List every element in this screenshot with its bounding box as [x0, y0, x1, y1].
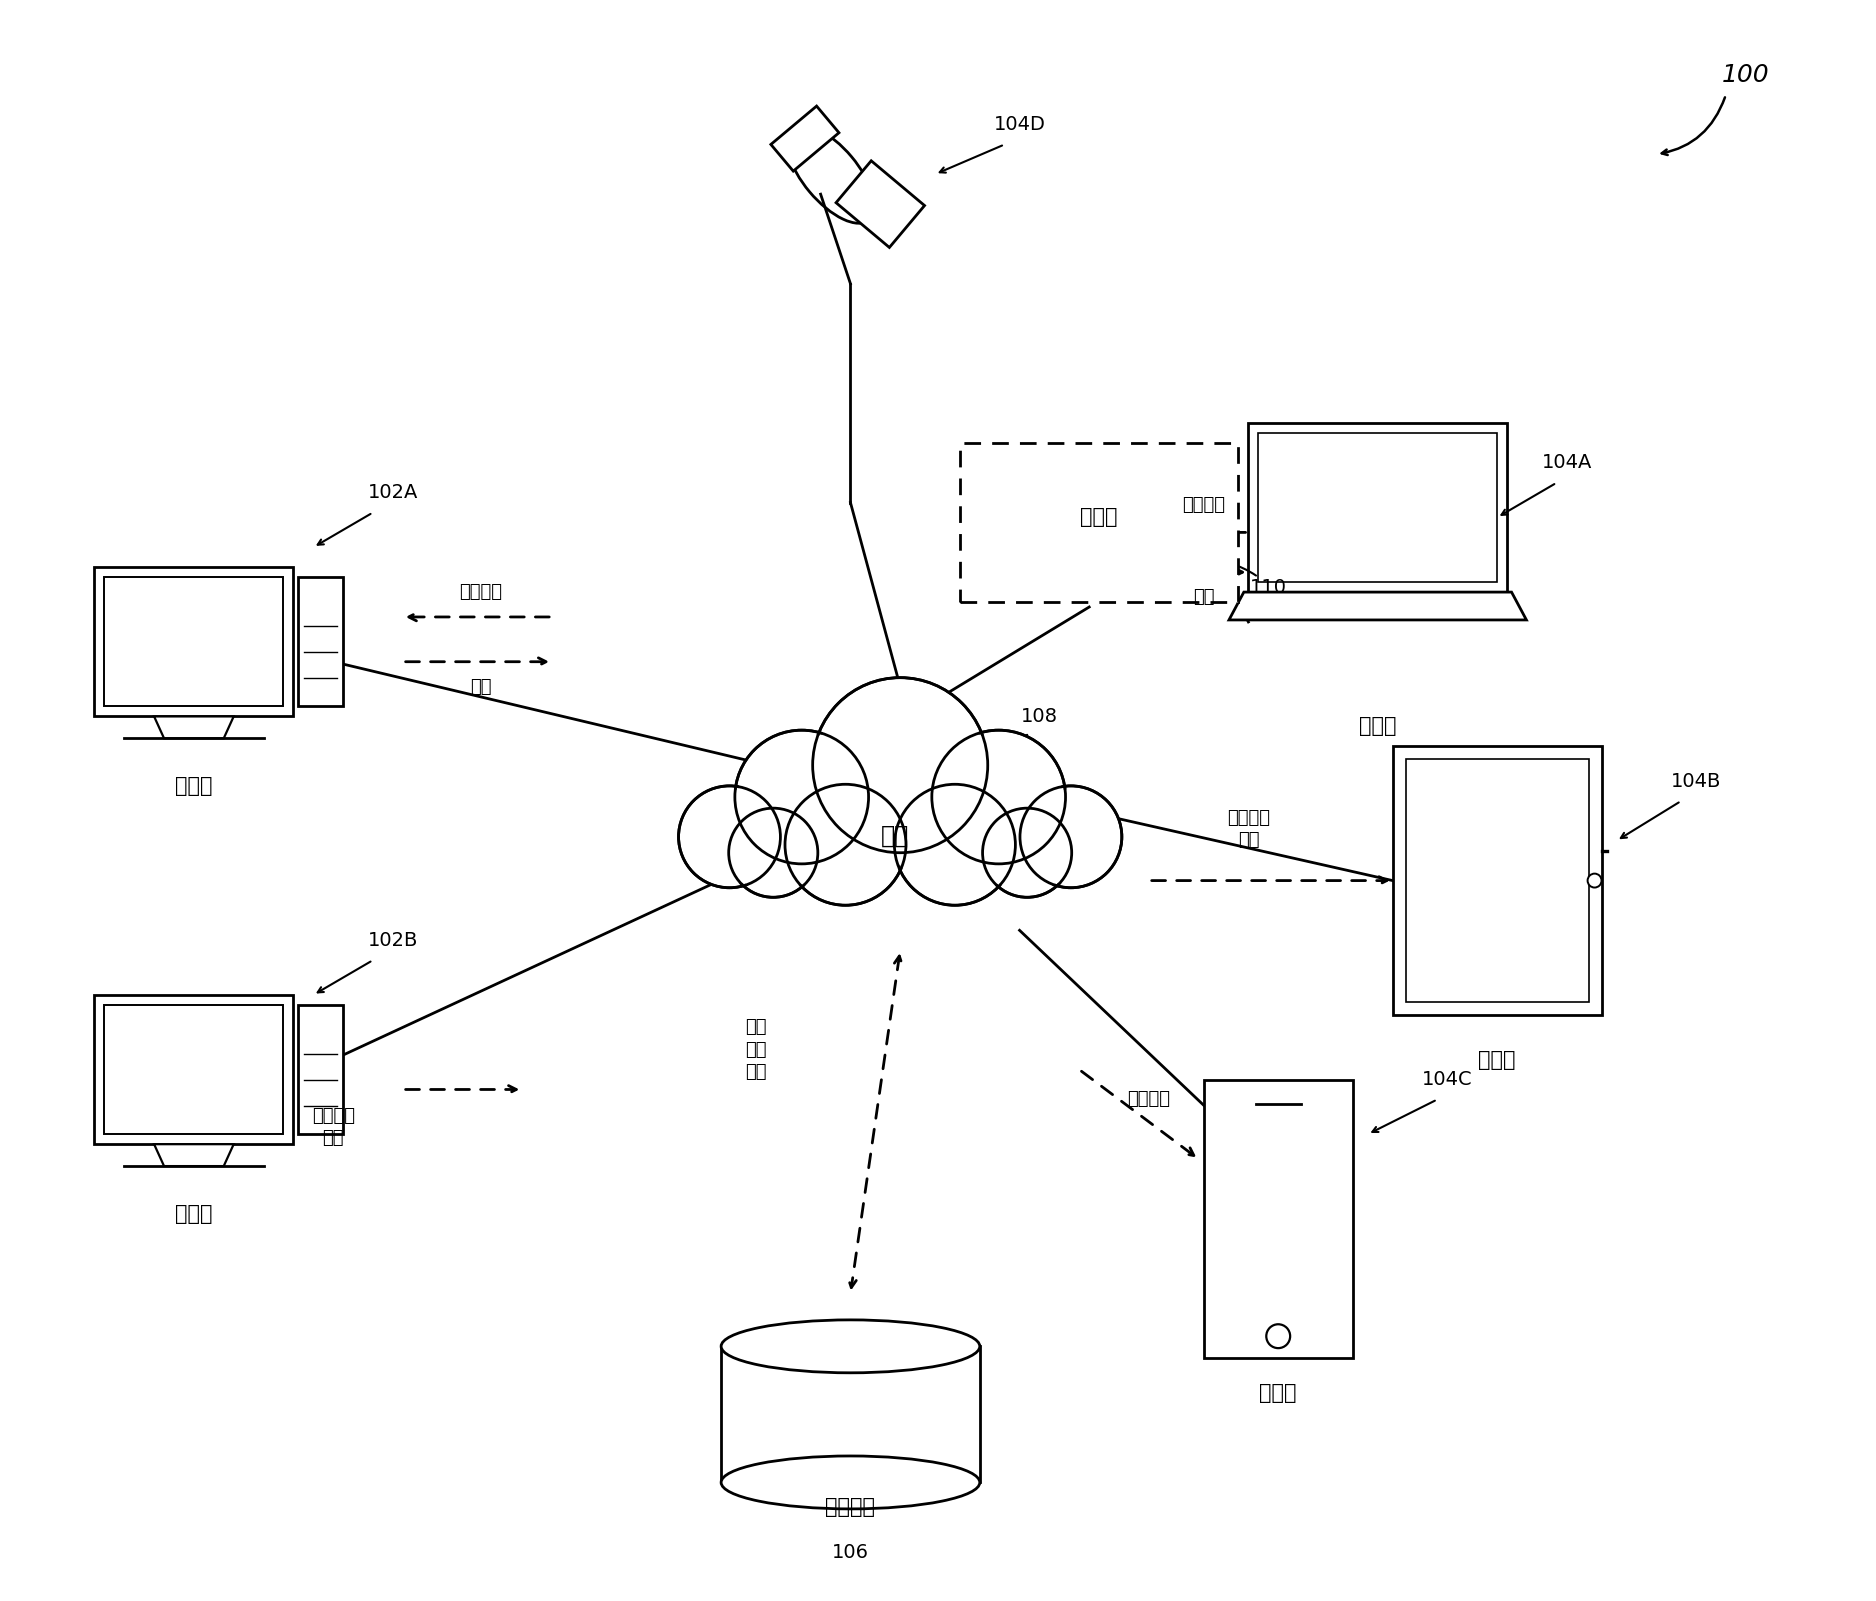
Text: 客户端: 客户端	[1478, 1050, 1516, 1069]
Bar	[94, 994, 293, 1145]
Text: 104B: 104B	[1672, 772, 1720, 791]
Text: 100: 100	[1722, 62, 1769, 86]
Text: 104D: 104D	[994, 115, 1045, 134]
Circle shape	[1266, 1324, 1291, 1348]
Text: 服务器: 服务器	[174, 776, 212, 796]
Text: 数据处理
模型: 数据处理 模型	[1227, 809, 1270, 849]
Circle shape	[739, 735, 865, 860]
Bar	[1204, 1079, 1353, 1358]
Circle shape	[932, 730, 1066, 865]
Text: 局域网: 局域网	[1081, 508, 1118, 527]
Ellipse shape	[720, 1319, 979, 1372]
Text: 108: 108	[1021, 708, 1058, 725]
Circle shape	[683, 789, 777, 884]
Bar	[961, 443, 1238, 602]
Text: 客户端: 客户端	[1358, 716, 1396, 736]
Bar	[1392, 746, 1602, 1015]
Circle shape	[679, 786, 780, 887]
Circle shape	[987, 812, 1067, 893]
Polygon shape	[154, 1145, 234, 1166]
Bar	[1248, 423, 1506, 592]
Bar	[298, 1005, 343, 1134]
Text: 训练
数据
模型: 训练 数据 模型	[745, 1018, 767, 1081]
Circle shape	[734, 812, 814, 893]
Text: 存储装置: 存储装置	[825, 1497, 876, 1518]
Circle shape	[1587, 874, 1602, 887]
Text: 110: 110	[1249, 578, 1287, 597]
Text: 102B: 102B	[368, 930, 418, 949]
Bar	[105, 578, 283, 706]
Text: 客户端: 客户端	[1259, 1383, 1296, 1402]
Text: 104C: 104C	[1422, 1069, 1473, 1089]
Polygon shape	[837, 160, 925, 248]
Text: 服务器: 服务器	[174, 1204, 212, 1223]
Polygon shape	[1229, 592, 1527, 620]
Circle shape	[983, 809, 1071, 897]
Circle shape	[816, 682, 983, 849]
Bar	[771, 106, 839, 171]
Circle shape	[1024, 789, 1118, 884]
Text: 内容数据: 内容数据	[460, 583, 503, 600]
Bar	[1405, 759, 1589, 1002]
Text: 数据处理
模型: 数据处理 模型	[311, 1108, 355, 1148]
Text: 网络: 网络	[882, 825, 910, 849]
Text: 102A: 102A	[368, 484, 418, 503]
Circle shape	[895, 784, 1015, 905]
Circle shape	[784, 784, 906, 905]
Text: 内容数据: 内容数据	[1182, 496, 1225, 514]
Bar	[298, 578, 343, 706]
Bar	[94, 567, 293, 716]
Circle shape	[899, 788, 1011, 901]
Circle shape	[1021, 786, 1122, 887]
Polygon shape	[154, 716, 234, 738]
Text: 104A: 104A	[1542, 453, 1593, 472]
Ellipse shape	[786, 125, 874, 223]
Circle shape	[936, 735, 1062, 860]
Bar	[1259, 432, 1497, 583]
Circle shape	[728, 809, 818, 897]
Bar	[105, 1005, 283, 1134]
Circle shape	[790, 788, 902, 901]
Circle shape	[735, 730, 869, 865]
Circle shape	[812, 677, 989, 853]
Text: 结果: 结果	[469, 677, 492, 695]
Ellipse shape	[720, 1455, 979, 1508]
Text: 结果: 结果	[1193, 588, 1214, 607]
Text: 训练数据: 训练数据	[1127, 1090, 1171, 1108]
Text: 106: 106	[831, 1543, 869, 1561]
